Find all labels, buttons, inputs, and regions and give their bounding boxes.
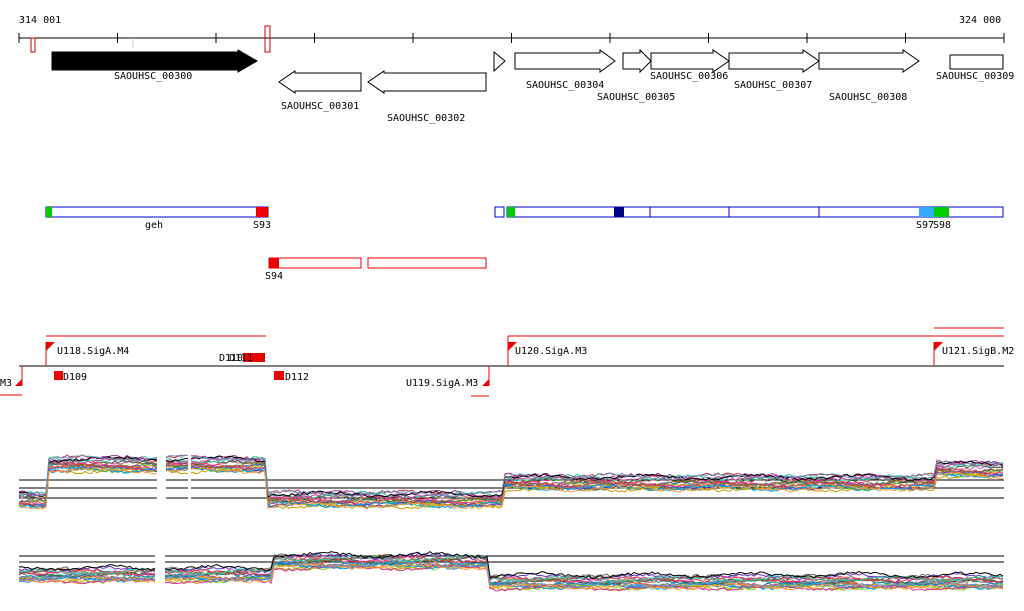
gene-label-sa00306: SAOUHSC_00306: [650, 71, 728, 82]
gene-label-sa00301: SAOUHSC_00301: [281, 101, 359, 112]
segment-s94-right[interactable]: [367, 257, 487, 269]
promoter-flag-u119: [482, 379, 489, 386]
gene-label-sa00305: SAOUHSC_00305: [597, 92, 675, 103]
gene-arrow-sa00302[interactable]: [367, 70, 487, 94]
segment-label-s97: S97: [916, 220, 934, 231]
promoter-label-u118[interactable]: U118.SigA.M4: [57, 346, 129, 357]
segment-label-s98: S98: [933, 220, 951, 231]
segment-s94-marker: [269, 258, 279, 268]
expression-top-series-line: [19, 459, 1003, 503]
expression-top-series-line: [18, 454, 1004, 498]
expression-track-bottom: [18, 546, 1004, 606]
segment-s97-marker: [919, 207, 934, 217]
promoter-flag-u118: [46, 342, 55, 351]
ruler-end-label: 324 000: [959, 15, 1001, 26]
gene-arrow-sa00307[interactable]: [728, 49, 820, 73]
ruler-marker-left: [30, 37, 36, 53]
expression-top-series-line: [18, 456, 1004, 500]
promoter-flag-u121: [934, 342, 943, 351]
expression-bottom-series-line: [18, 559, 1004, 588]
segment-label-s93: S93: [253, 220, 271, 231]
expression-bottom-series-line: [18, 555, 1004, 584]
promoter-label-u120[interactable]: U120.SigA.M3: [515, 346, 587, 357]
promoter-flag-u120: [508, 342, 517, 351]
gene-arrow-sa00301[interactable]: [278, 70, 362, 94]
segment-s93-marker: [256, 207, 268, 217]
segment-s98-marker: [934, 207, 949, 217]
segment-small-box[interactable]: [494, 206, 505, 218]
segment-track: geh S93 S94 S97 S98: [45, 206, 1004, 282]
expression-top-gap: [157, 443, 166, 526]
expression-top-series-line: [19, 455, 1004, 499]
promoter-d110-marker[interactable]: [243, 353, 265, 362]
expression-top-series-line: [18, 455, 1004, 499]
promoter-track: M3 U118.SigA.M4 D109 D110 D111 D112 U119…: [0, 327, 1014, 397]
segment-label-geh: geh: [145, 220, 163, 231]
expression-bottom-series-line: [18, 562, 1004, 591]
promoter-label-u121[interactable]: U121.SigB.M2: [942, 346, 1014, 357]
segment-geh-start-marker: [46, 207, 52, 217]
gene-label-sa00302: SAOUHSC_00302: [387, 113, 465, 124]
ruler-marker-mid: [264, 25, 271, 53]
expression-bottom-series-line: [18, 562, 1004, 591]
gene-label-sa00309: SAOUHSC_00309: [936, 71, 1014, 82]
expression-bottom-series-line: [18, 564, 1004, 592]
promoter-label-d109: D109: [63, 372, 87, 383]
expression-top-series-line: [18, 465, 1004, 509]
expression-bottom-series-line: [18, 550, 1004, 579]
gene-label-sa00307: SAOUHSC_00307: [734, 80, 812, 91]
expression-top-series-line: [18, 467, 1004, 510]
gene-label-sa00304: SAOUHSC_00304: [526, 80, 604, 91]
expression-top-gap: [188, 443, 191, 526]
gene-track: SAOUHSC_00300 SAOUHSC_00301 SAOUHSC_0030…: [51, 48, 1014, 124]
gene-label-sa00300: SAOUHSC_00300: [114, 71, 192, 82]
gene-arrow-sa00300[interactable]: [51, 49, 258, 73]
segment-operon-navy-marker: [614, 207, 624, 217]
segment-geh[interactable]: [45, 206, 269, 218]
coordinate-ruler: 314 001 324 000: [18, 15, 1005, 53]
promoter-label-d110: D110: [219, 353, 243, 364]
gene-partial-arrow[interactable]: [493, 50, 506, 73]
segment-label-s94: S94: [265, 271, 283, 282]
expression-top-series-line: [18, 467, 1004, 510]
gene-label-sa00308: SAOUHSC_00308: [829, 92, 907, 103]
gene-arrow-sa00306[interactable]: [650, 49, 730, 73]
promoter-label-u119[interactable]: U119.SigA.M3: [406, 378, 478, 389]
gene-arrow-sa00308[interactable]: [818, 49, 920, 73]
ruler-start-label: 314 001: [19, 15, 61, 26]
ruler-ticks: [18, 33, 1005, 43]
gene-arrow-sa00309[interactable]: [949, 54, 1004, 70]
promoter-d109-marker[interactable]: [54, 371, 63, 380]
segment-s94-left[interactable]: [268, 257, 362, 269]
gene-arrow-sa00305[interactable]: [622, 48, 652, 74]
promoter-label-d111: D111: [229, 353, 253, 364]
promoter-label-left-m3: M3: [0, 378, 12, 389]
expression-track-top: [18, 443, 1004, 526]
promoter-d112-marker[interactable]: [274, 371, 284, 380]
expression-bottom-series-line: [18, 554, 1004, 583]
gene-arrow-sa00304[interactable]: [514, 49, 616, 73]
expression-bottom-gap: [155, 546, 165, 606]
segment-operon-start-marker: [507, 207, 515, 217]
promoter-flag-left-m3: [15, 379, 22, 386]
promoter-label-d112: D112: [285, 372, 309, 383]
